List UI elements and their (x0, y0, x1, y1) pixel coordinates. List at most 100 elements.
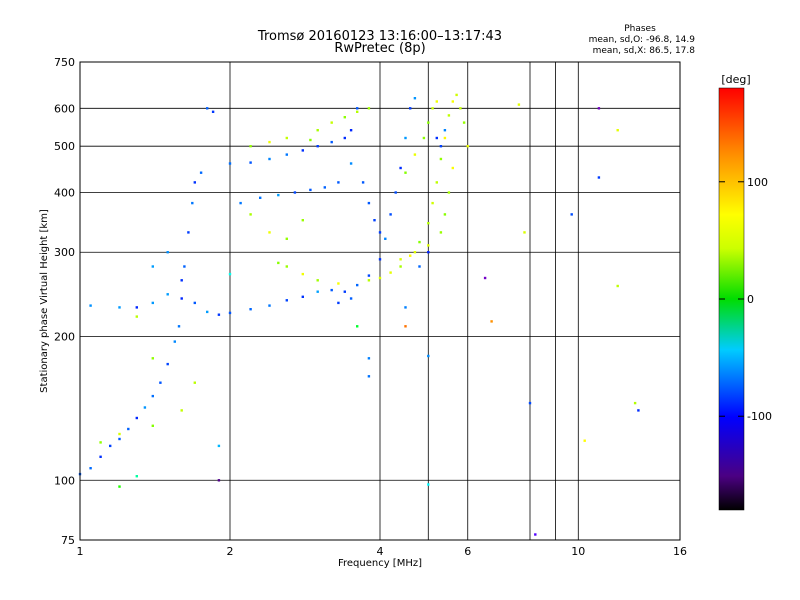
data-point (118, 485, 121, 488)
data-point (422, 136, 426, 140)
data-point (404, 306, 407, 309)
data-point (431, 107, 434, 110)
data-point (330, 121, 333, 124)
data-point (193, 301, 196, 305)
chart-subtitle: RwPretec (8p) (334, 41, 425, 56)
data-point (135, 315, 138, 318)
data-point (447, 114, 451, 117)
data-point (259, 196, 262, 199)
data-point (191, 201, 194, 205)
data-point (389, 213, 392, 216)
x-tick-label: 4 (377, 545, 384, 558)
data-point (427, 354, 430, 358)
data-point (517, 103, 521, 106)
data-point (187, 231, 190, 234)
data-point (135, 306, 138, 309)
data-point (389, 271, 392, 274)
data-point (193, 181, 196, 184)
data-point (301, 219, 304, 222)
data-point (127, 427, 130, 431)
data-point (418, 265, 421, 268)
data-point (378, 231, 382, 234)
data-point (435, 181, 438, 184)
x-tick-label: 6 (464, 545, 471, 558)
data-point (427, 222, 430, 225)
data-point (404, 171, 407, 174)
data-point (367, 375, 371, 378)
data-point (399, 166, 402, 170)
data-point (166, 362, 169, 366)
data-point (135, 475, 138, 478)
data-point (435, 136, 438, 140)
data-point (361, 181, 365, 184)
data-point (166, 293, 169, 296)
data-point (180, 409, 183, 412)
y-tick-label: 750 (54, 56, 75, 69)
data-points (78, 93, 640, 536)
data-point (118, 437, 121, 441)
data-point (239, 201, 242, 205)
data-point (356, 283, 359, 287)
data-point (483, 276, 487, 280)
x-axis-ticks: 1 2 4 6 10 16 (77, 545, 688, 558)
data-point (193, 381, 196, 384)
data-point (277, 193, 280, 197)
data-point (451, 166, 454, 170)
data-point (349, 162, 353, 165)
phases-title: Phases (624, 24, 656, 34)
data-point (439, 231, 443, 234)
data-point (143, 406, 147, 409)
data-point (378, 276, 382, 280)
data-point (349, 297, 353, 300)
data-point (399, 265, 402, 268)
y-tick-label: 600 (54, 102, 75, 115)
data-point (118, 306, 121, 309)
data-point (309, 138, 312, 142)
data-point (439, 157, 443, 161)
data-point (268, 304, 271, 307)
data-point (217, 313, 221, 316)
data-point (228, 272, 232, 276)
data-point (151, 357, 154, 360)
data-point (343, 116, 346, 119)
data-point (249, 161, 252, 164)
data-point (301, 149, 304, 152)
colorbar-tick-label: -100 (747, 410, 772, 423)
data-point (413, 153, 417, 156)
phases-x-stats: mean, sd,X: 86.5, 17.8 (593, 46, 696, 56)
data-point (435, 100, 438, 103)
data-point (228, 162, 232, 165)
data-point (199, 171, 203, 174)
data-point (293, 191, 297, 194)
data-point (316, 145, 319, 148)
data-point (466, 145, 469, 148)
data-point (409, 107, 412, 110)
data-point (349, 129, 353, 132)
data-point (427, 483, 430, 486)
data-point (277, 261, 280, 265)
x-tick-label: 16 (673, 545, 687, 558)
x-tick-label: 10 (571, 545, 585, 558)
data-point (404, 325, 407, 328)
data-point (285, 299, 288, 302)
data-point (151, 394, 154, 398)
data-point (177, 325, 181, 328)
grid-lines (79, 61, 681, 541)
data-point (316, 279, 319, 282)
data-point (249, 213, 252, 216)
y-tick-label: 75 (61, 534, 75, 547)
data-point (367, 274, 371, 277)
data-point (427, 251, 430, 254)
data-point (249, 145, 252, 148)
data-point (597, 107, 601, 110)
data-point (151, 424, 154, 427)
data-point (570, 213, 573, 216)
data-point (447, 191, 451, 194)
data-point (490, 320, 493, 323)
data-point (89, 304, 92, 307)
data-point (285, 136, 288, 140)
data-point (228, 311, 232, 315)
data-point (151, 265, 154, 268)
data-point (316, 129, 319, 132)
